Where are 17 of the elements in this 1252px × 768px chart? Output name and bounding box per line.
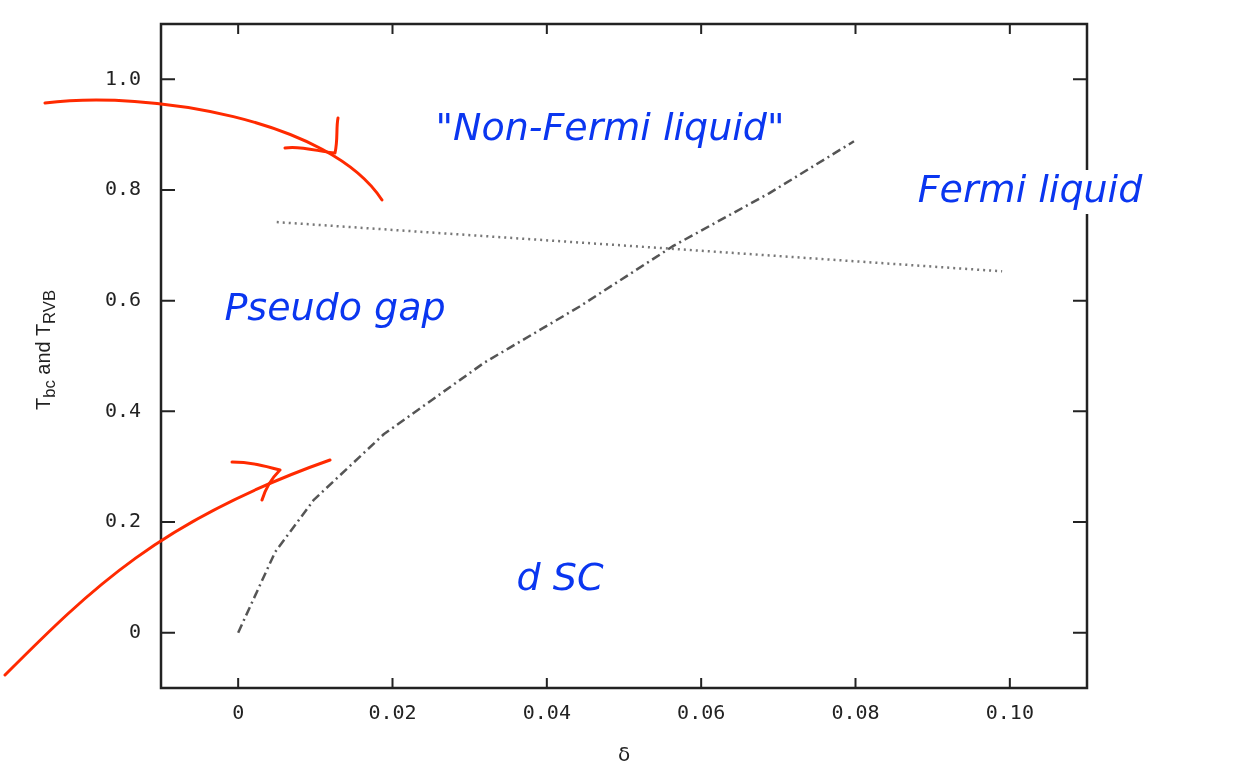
y-tick-label: 0.6	[104, 286, 141, 311]
y-tick-label: 0.8	[104, 176, 141, 201]
y-tick-label: 1.0	[104, 65, 141, 90]
annotation: d SC	[516, 554, 604, 599]
y-tick-label: 0.2	[104, 508, 141, 533]
x-tick-label: 0	[232, 700, 245, 725]
x-tick-label: 0.06	[677, 700, 726, 725]
annotation: "Non-Fermi liquid"	[435, 104, 785, 149]
y-tick-label: 0	[128, 618, 141, 643]
x-axis-title: δ	[617, 742, 631, 767]
x-tick-label: 0.02	[368, 700, 417, 725]
x-tick-label: 0.08	[831, 700, 880, 725]
annotation: Pseudo gap	[224, 284, 446, 329]
annotation: Fermi liquid	[917, 166, 1144, 211]
x-tick-label: 0.04	[522, 700, 571, 725]
x-tick-label: 0.10	[985, 700, 1034, 725]
y-tick-label: 0.4	[104, 397, 141, 422]
